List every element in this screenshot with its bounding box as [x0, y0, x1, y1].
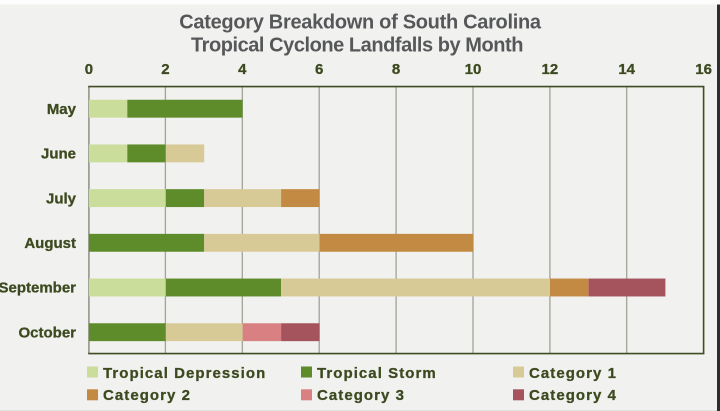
svg-text:July: July	[46, 190, 77, 207]
svg-text:0: 0	[85, 61, 93, 78]
svg-text:Category 2: Category 2	[103, 387, 191, 404]
svg-text:10: 10	[465, 61, 482, 78]
svg-text:August: August	[24, 235, 76, 252]
svg-text:June: June	[41, 146, 76, 163]
svg-text:Category 4: Category 4	[529, 387, 617, 404]
svg-text:Category 1: Category 1	[529, 365, 617, 382]
svg-text:16: 16	[695, 61, 712, 78]
svg-text:8: 8	[392, 61, 400, 78]
svg-text:Tropical Storm: Tropical Storm	[317, 365, 437, 382]
svg-text:October: October	[18, 324, 76, 341]
svg-text:12: 12	[542, 61, 559, 78]
svg-text:May: May	[47, 101, 77, 118]
svg-text:14: 14	[618, 61, 635, 78]
svg-text:Tropical Cyclone Landfalls by: Tropical Cyclone Landfalls by Month	[191, 35, 523, 57]
svg-text:2: 2	[161, 61, 169, 78]
svg-text:4: 4	[238, 61, 247, 78]
svg-text:Category 3: Category 3	[317, 387, 405, 404]
svg-text:Category Breakdown of South Ca: Category Breakdown of South Carolina	[179, 12, 542, 34]
svg-text:September: September	[0, 280, 76, 297]
svg-text:Tropical Depression: Tropical Depression	[103, 365, 266, 382]
svg-text:6: 6	[315, 61, 323, 78]
